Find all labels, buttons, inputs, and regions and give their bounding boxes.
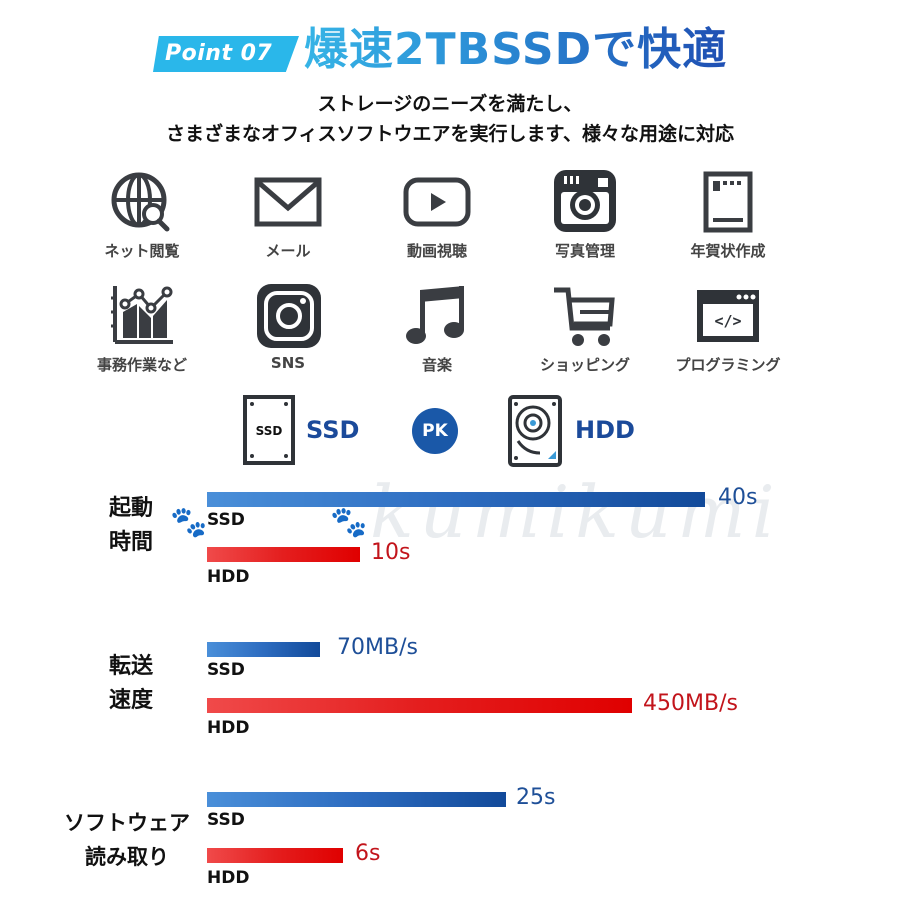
bar-startup-ssd (207, 492, 705, 507)
svg-text:</>: </> (714, 312, 741, 330)
feature-office: 事務作業など (67, 284, 217, 375)
hdd-drive-icon (508, 395, 562, 467)
icon-label: ショッピング (539, 356, 630, 374)
mail-icon (254, 177, 322, 227)
feature-mail: メール (213, 170, 363, 261)
icon-label: ネット閲覧 (104, 242, 180, 260)
icon-label: プログラミング (675, 356, 781, 374)
icon-label: 動画視聴 (406, 242, 467, 260)
point-badge: Point 07 (153, 36, 299, 72)
tag-transfer-hdd: HDD (207, 718, 250, 738)
paw-watermark-icon: 🐾 (330, 505, 368, 540)
feature-music: 音楽 (362, 284, 512, 375)
value-software-ssd: 25s (516, 785, 556, 810)
subtitle-line-1: ストレージのニーズを満たし、 (317, 93, 583, 115)
ssd-drive-icon: SSD (243, 395, 295, 465)
paw-watermark-icon: 🐾 (170, 505, 208, 540)
value-software-hdd: 6s (355, 841, 381, 866)
group-title-line: ソフトウェア (64, 811, 190, 835)
hdd-label: HDD (575, 416, 635, 444)
tag-startup-hdd: HDD (207, 567, 250, 587)
icon-label: SNS (270, 354, 306, 372)
bar-transfer-ssd (207, 642, 320, 657)
feature-video: 動画視聴 (362, 170, 512, 261)
instagram-icon (257, 284, 321, 348)
video-play-icon (403, 177, 471, 227)
icon-label: 音楽 (421, 356, 452, 374)
feature-web-browsing: ネット閲覧 (67, 170, 217, 261)
group-title-line: 転送 (108, 654, 153, 679)
icon-label: 写真管理 (554, 242, 615, 260)
feature-programming: </> プログラミング (653, 284, 803, 375)
watermark: kumikumi (370, 470, 781, 554)
tag-software-ssd: SSD (207, 810, 245, 830)
ssd-icon-text: SSD (256, 424, 283, 438)
chart-icon (111, 286, 173, 344)
group-title-line: 時間 (108, 530, 153, 555)
bar-software-ssd (207, 792, 506, 807)
chart-group-title-transfer: 転送 速度 (92, 650, 170, 718)
feature-postcard: 年賀状作成 (653, 170, 803, 261)
group-title-line: 起動 (108, 496, 153, 521)
page-title: 爆速2TBSSDで快適 (304, 22, 727, 78)
music-note-icon (406, 286, 464, 344)
subtitle-line-2: さまざまなオフィスソフトウエアを実行します、様々な用途に対応 (165, 123, 735, 145)
value-transfer-hdd: 450MB/s (643, 691, 738, 716)
feature-photo: 写真管理 (510, 168, 660, 261)
icon-label: 年賀状作成 (690, 242, 766, 260)
bar-software-hdd (207, 848, 343, 863)
tag-startup-ssd: SSD (207, 510, 245, 530)
bar-transfer-hdd (207, 698, 632, 713)
feature-shopping: ショッピング (510, 284, 660, 375)
chart-group-title-software: ソフトウェア 読み取り (52, 806, 202, 874)
value-startup-ssd: 40s (718, 485, 758, 510)
header: Point 07 爆速2TBSSDで快適 (0, 22, 900, 78)
ssd-label: SSD (306, 416, 360, 444)
icon-label: メール (265, 242, 311, 260)
globe-search-icon (111, 172, 170, 232)
value-startup-hdd: 10s (371, 540, 411, 565)
shopping-cart-icon (554, 287, 615, 346)
camera-icon (554, 170, 616, 232)
code-window-icon: </> (697, 290, 759, 342)
group-title-line: 読み取り (85, 845, 169, 869)
tag-software-hdd: HDD (207, 868, 250, 888)
bar-startup-hdd (207, 547, 360, 562)
group-title-line: 速度 (108, 688, 153, 713)
tag-transfer-ssd: SSD (207, 660, 245, 680)
icon-label: 事務作業など (96, 356, 187, 374)
value-transfer-ssd: 70MB/s (337, 635, 418, 660)
postcard-icon (703, 171, 753, 233)
chart-group-title-startup: 起動 時間 (92, 492, 170, 560)
feature-sns: SNS (213, 284, 363, 372)
vs-badge: PK (412, 408, 458, 454)
